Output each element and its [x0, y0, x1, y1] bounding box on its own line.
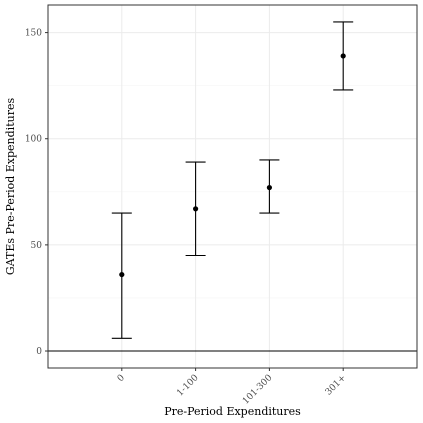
data-point-0 — [119, 271, 125, 278]
data-point-101-300 — [266, 184, 272, 191]
major-grid — [48, 5, 417, 368]
data-points — [119, 53, 346, 278]
x-tick-label: 301+ — [324, 373, 349, 398]
minor-grid — [48, 85, 417, 299]
x-tick-label: 101-300 — [241, 373, 275, 407]
x-tick-label: 1-100 — [175, 373, 201, 399]
data-point-1-100 — [193, 206, 199, 212]
x-tick-label: 0 — [116, 373, 127, 384]
y-tick-label: 100 — [25, 135, 42, 145]
error-bars — [111, 21, 354, 339]
y-tick-label: 0 — [36, 347, 42, 357]
y-axis-ticks: 0 50 100 150 — [25, 29, 48, 357]
y-tick-label: 150 — [25, 29, 42, 39]
y-tick-label: 50 — [31, 241, 43, 251]
x-axis-title: Pre-Period Expenditures — [164, 405, 301, 418]
data-point-301+ — [340, 53, 346, 59]
y-axis-title: GATEs Pre-Period Expenditures — [4, 98, 17, 276]
panel-border — [47, 4, 418, 369]
x-axis-ticks: 0 1-100 101-300 301+ — [116, 368, 349, 407]
